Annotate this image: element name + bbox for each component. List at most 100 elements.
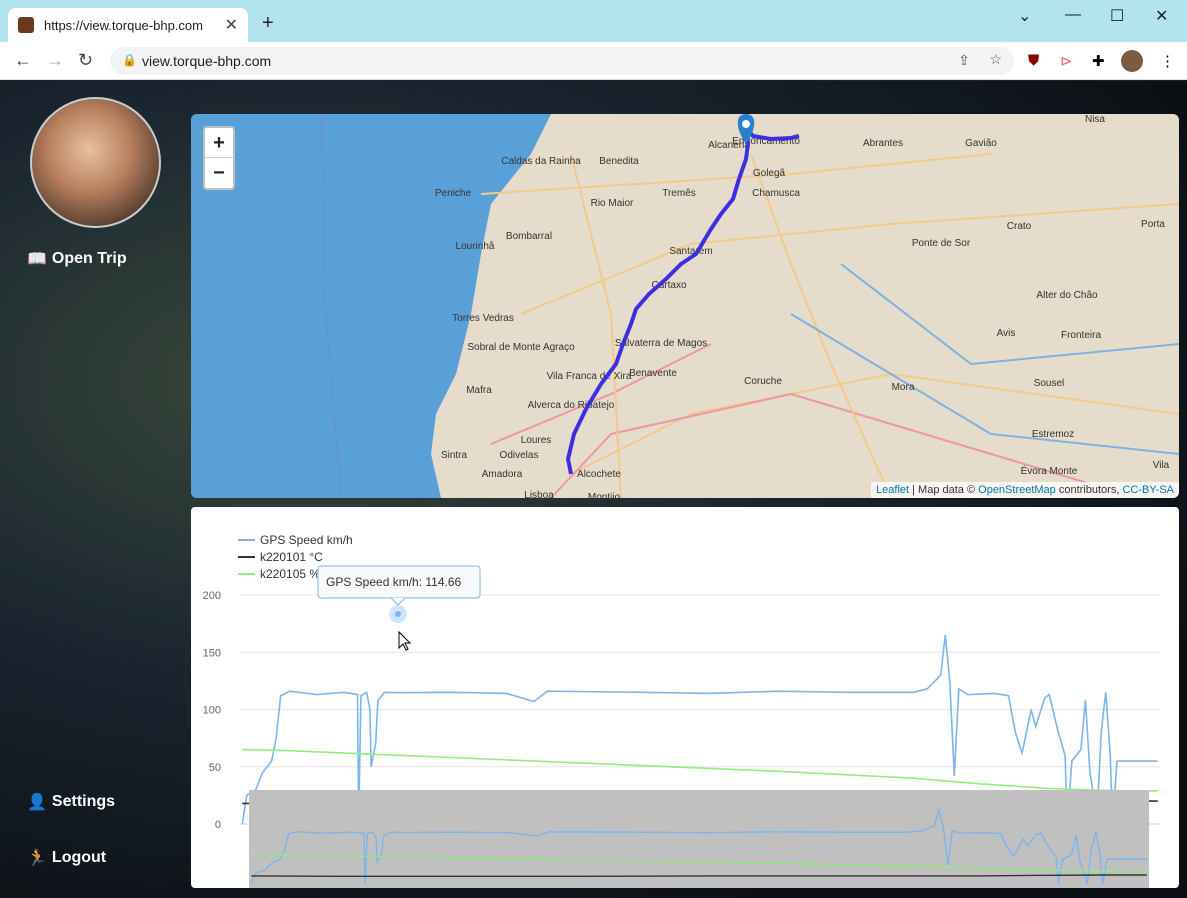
road (790, 313, 1179, 455)
roads (480, 153, 1179, 498)
close-window-button[interactable]: ✕ (1155, 8, 1169, 25)
map-attribution: Leaflet | Map data © OpenStreetMap contr… (871, 482, 1179, 498)
menu-icon[interactable]: ⋮ (1160, 53, 1175, 70)
place-label: Loures (521, 435, 552, 446)
place-label: Cartaxo (651, 280, 686, 291)
telemetry-chart[interactable]: 05010015020017:5518:0018:0518:1018:1518:… (191, 507, 1179, 888)
road (570, 372, 1179, 475)
road (840, 263, 1179, 366)
place-label: Lisboa (524, 490, 554, 498)
extensions-puzzle-icon[interactable]: ✚ (1092, 53, 1105, 70)
navigator-series-1 (251, 874, 1147, 878)
trip-map[interactable]: Nisa Alcanena Entroncamento Abrantes Gavião C… (191, 114, 1179, 498)
tooltip-text: GPS Speed km/h: 114.66 (326, 575, 462, 589)
place-label: Vila (1153, 460, 1170, 471)
osm-link[interactable]: OpenStreetMap (978, 484, 1056, 496)
url-text: view.torque-bhp.com (142, 53, 272, 69)
place-label: Alcochete (577, 469, 621, 480)
forward-button[interactable]: → (46, 50, 64, 70)
place-label: Mora (892, 382, 915, 393)
place-label: Torres Vedras (452, 313, 514, 324)
place-label: Montijo (588, 492, 621, 498)
legend-speed[interactable]: GPS Speed km/h (260, 533, 353, 547)
place-label: Ponte de Sor (912, 238, 971, 249)
zoom-in-button[interactable]: + (205, 128, 233, 158)
place-label: Bombarral (506, 231, 552, 242)
place-label: Évora Monte (1021, 464, 1078, 477)
place-label: Odivelas (500, 450, 539, 461)
series-line-0[interactable] (241, 634, 1158, 825)
minimize-button[interactable]: — (1065, 6, 1081, 23)
profile-avatar[interactable] (1121, 50, 1143, 72)
place-label: Sousel (1034, 378, 1065, 389)
user-avatar (30, 97, 161, 228)
navigator-series-0 (250, 806, 1147, 885)
road (570, 153, 622, 498)
place-label: Santarém (669, 246, 712, 257)
tab-title: https://view.torque-bhp.com (44, 17, 203, 33)
running-person-icon: 🏃 (27, 850, 47, 867)
new-tab-button[interactable]: + (262, 12, 274, 34)
zoom-out-button[interactable]: − (213, 162, 225, 184)
place-label: Crato (1007, 221, 1032, 232)
extension-icon[interactable]: ⊳ (1060, 53, 1073, 70)
place-label: Abrantes (863, 138, 903, 149)
maritime-boundary (320, 114, 342, 498)
place-label: Amadora (482, 469, 523, 480)
series-line-2[interactable] (242, 748, 1158, 792)
place-label: Mafra (466, 385, 492, 396)
chart-svg[interactable]: 05010015020017:5518:0018:0518:1018:1518:… (191, 507, 1179, 888)
place-label: Peniche (435, 188, 472, 199)
tab-search-icon[interactable]: ⌄ (1018, 8, 1032, 25)
y-tick-label: 150 (203, 647, 221, 659)
lock-icon: 🔒 (122, 53, 137, 67)
place-label: Fronteira (1061, 330, 1101, 341)
place-label: Benavente (629, 368, 677, 379)
y-tick-label: 200 (203, 590, 221, 602)
reload-button[interactable]: ↻ (78, 50, 94, 70)
road (520, 203, 1179, 315)
place-label: Alverca do Ribatejo (528, 400, 615, 411)
place-label: Benedita (599, 156, 639, 167)
y-tick-label: 0 (215, 819, 221, 831)
bookmark-star-icon[interactable]: ☆ (989, 51, 1002, 67)
ublock-icon[interactable]: ⛊ (1028, 52, 1040, 69)
site-favicon (18, 17, 34, 33)
road (550, 392, 1092, 498)
place-label: Coruche (744, 376, 782, 387)
hover-point (395, 611, 401, 617)
close-tab-icon[interactable]: ✕ (224, 17, 238, 34)
place-label: Nisa (1085, 114, 1105, 125)
tooltip: GPS Speed km/h: 114.66 (317, 565, 481, 606)
license-link[interactable]: CC-BY-SA (1122, 484, 1174, 496)
maximize-button[interactable]: ☐ (1110, 8, 1125, 25)
place-label: Estremoz (1032, 429, 1074, 440)
place-label: Tremês (662, 188, 696, 199)
browser-titlebar: https://view.torque-bhp.com ✕ + ⌄ — ☐ ✕ (0, 0, 1187, 42)
settings-link[interactable]: 👤 Settings (27, 792, 115, 812)
open-trip-link[interactable]: 📖 Open Trip (27, 249, 127, 269)
place-label: Salvaterra de Magos (615, 338, 707, 349)
open-trip-label: Open Trip (51, 250, 127, 267)
legend-temp[interactable]: k220101 °C (260, 550, 323, 564)
place-label: Rio Maior (591, 198, 634, 209)
leaflet-link[interactable]: Leaflet (876, 484, 910, 496)
logout-link[interactable]: 🏃 Logout (27, 848, 106, 868)
place-label: Porta (1141, 219, 1165, 230)
place-label: Alter do Chão (1036, 290, 1098, 301)
legend-other[interactable]: k220105 % (260, 567, 320, 581)
navigator-mask[interactable] (249, 790, 1149, 888)
logout-label: Logout (51, 849, 107, 866)
place-label: Sintra (441, 450, 468, 461)
place-label: Chamusca (752, 188, 800, 199)
back-button[interactable]: ← (14, 50, 32, 70)
browser-tab[interactable]: https://view.torque-bhp.com ✕ (8, 8, 248, 42)
navigator-series-2 (251, 854, 1147, 872)
address-bar[interactable]: 🔒 view.torque-bhp.com ⇪ ☆ (110, 47, 1014, 75)
place-label: Golegã (753, 168, 786, 179)
share-icon[interactable]: ⇪ (958, 52, 970, 68)
place-label: Gavião (965, 138, 997, 149)
place-label: Vila Franca de Xira (547, 371, 632, 382)
map-marker-icon[interactable] (737, 114, 755, 144)
